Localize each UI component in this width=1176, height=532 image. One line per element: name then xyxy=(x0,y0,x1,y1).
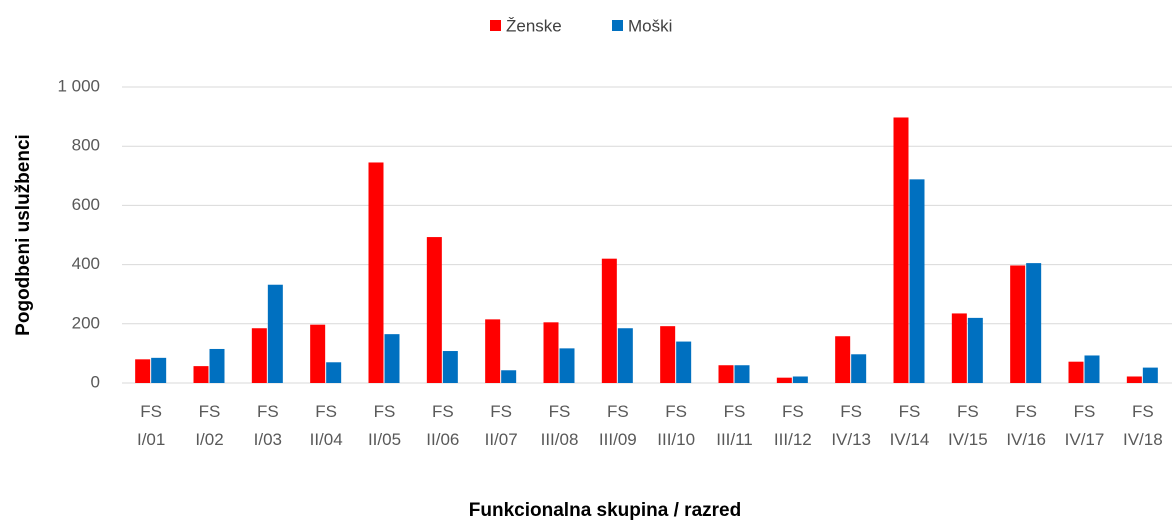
bar xyxy=(792,376,808,383)
bar xyxy=(718,365,734,383)
x-tick-label: FS IV/13 xyxy=(831,402,871,449)
bar xyxy=(909,179,925,383)
y-axis-title: Pogodbeni uslužbenci xyxy=(13,134,34,336)
bar xyxy=(209,348,225,383)
legend-label: Moški xyxy=(628,16,672,35)
bar xyxy=(967,317,983,383)
x-tick-label: FS III/08 xyxy=(541,402,579,449)
x-tick-label: FS IV/14 xyxy=(890,402,930,449)
bar xyxy=(893,117,909,383)
bar xyxy=(135,359,151,383)
x-tick-label: FS II/04 xyxy=(310,402,343,449)
x-tick-label: FS II/07 xyxy=(485,402,518,449)
bar xyxy=(151,357,167,383)
x-tick-label: FS IV/15 xyxy=(948,402,988,449)
y-tick-label: 800 xyxy=(72,136,100,155)
bar xyxy=(1084,355,1100,383)
bar xyxy=(326,362,342,383)
bar xyxy=(1126,376,1142,383)
bar xyxy=(851,354,867,383)
bar xyxy=(384,334,400,383)
x-tick-label: FS III/11 xyxy=(716,402,753,449)
bar xyxy=(368,162,384,383)
y-tick-label: 1 000 xyxy=(57,76,100,95)
x-tick-label: FS I/02 xyxy=(195,402,223,449)
x-axis-title: Funkcionalna skupina / razred xyxy=(469,500,741,521)
bar xyxy=(676,341,692,383)
bar xyxy=(951,313,967,383)
x-tick-label: FS II/05 xyxy=(368,402,401,449)
bar xyxy=(1142,367,1158,383)
x-tick-label: FS I/01 xyxy=(137,402,165,449)
x-tick-label: FS IV/16 xyxy=(1006,402,1046,449)
legend-label: Ženske xyxy=(506,16,562,35)
x-tick-label: FS IV/18 xyxy=(1123,402,1163,449)
bar xyxy=(835,336,851,383)
y-tick-label: 400 xyxy=(72,254,100,273)
bar xyxy=(485,319,501,383)
bar xyxy=(601,258,617,383)
bar xyxy=(776,377,792,383)
bar xyxy=(310,324,326,383)
bar xyxy=(251,328,267,383)
bar xyxy=(1026,263,1042,383)
bar xyxy=(660,326,676,383)
x-tick-label: FS III/09 xyxy=(599,402,637,449)
bar xyxy=(426,237,442,383)
bar xyxy=(543,322,559,383)
x-tick-label: FS II/06 xyxy=(426,402,459,449)
x-tick-label: FS I/03 xyxy=(254,402,282,449)
x-tick-label: FS IV/17 xyxy=(1065,402,1105,449)
legend-swatch xyxy=(612,20,623,31)
bar xyxy=(442,351,458,383)
bar xyxy=(193,366,209,383)
bar xyxy=(501,370,517,383)
y-tick-label: 600 xyxy=(72,195,100,214)
x-tick-label: FS III/12 xyxy=(774,402,812,449)
bar xyxy=(617,328,633,383)
bar xyxy=(1010,265,1026,383)
bar xyxy=(734,365,750,383)
x-tick-label: FS III/10 xyxy=(657,402,695,449)
legend-swatch xyxy=(490,20,501,31)
bar xyxy=(1068,361,1084,383)
y-tick-label: 200 xyxy=(72,313,100,332)
y-tick-label: 0 xyxy=(91,372,100,391)
bar xyxy=(559,348,575,383)
bar xyxy=(267,284,283,383)
